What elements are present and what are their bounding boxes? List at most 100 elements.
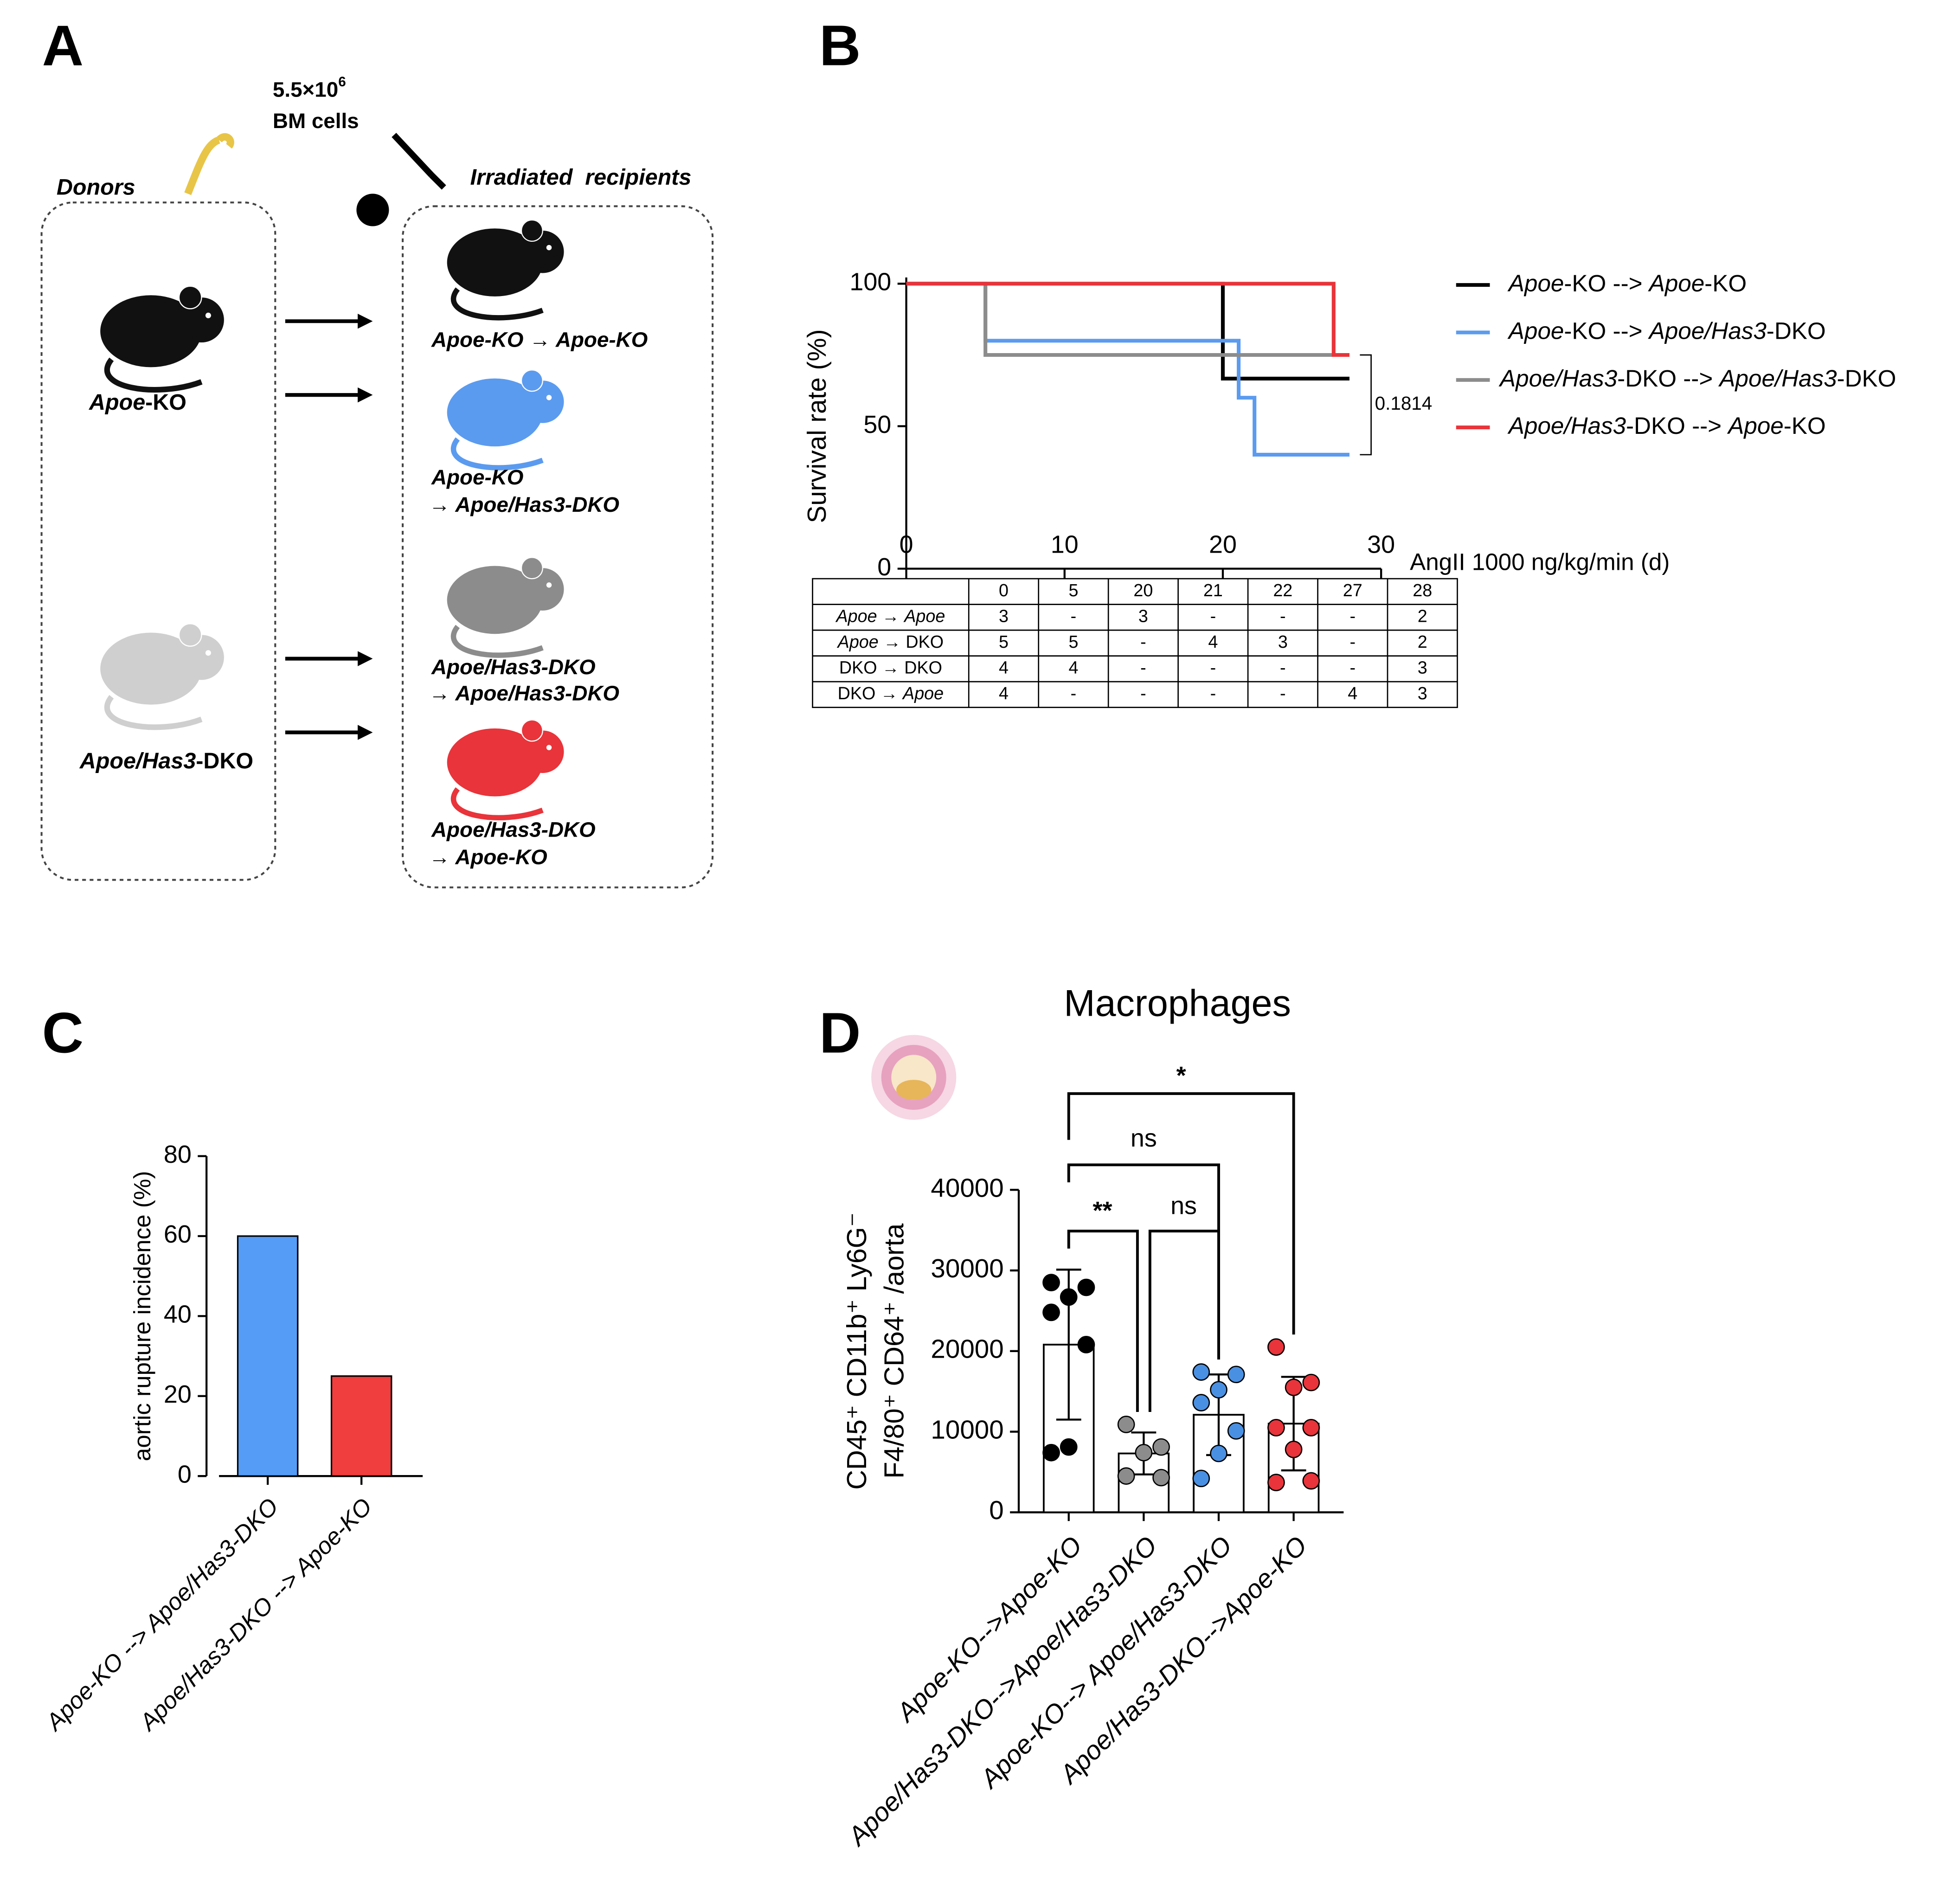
- table-header: 22: [1273, 580, 1292, 600]
- mouse-body: [100, 295, 202, 367]
- significance-bracket: [1067, 1230, 1139, 1412]
- data-point: [1267, 1419, 1285, 1437]
- text-part: -KO: [145, 390, 186, 415]
- data-point: [1060, 1288, 1078, 1306]
- donor-box: [40, 201, 276, 881]
- text-part: Apoe: [1507, 270, 1564, 296]
- text-part: Apoe: [835, 606, 877, 625]
- bar: [237, 1235, 299, 1477]
- mouse-icon: [100, 285, 224, 393]
- mouse-eye: [546, 582, 552, 588]
- panel-label: B: [819, 13, 861, 77]
- survival-line: [906, 282, 1350, 457]
- data-point: [1042, 1274, 1060, 1291]
- bone-icon: [184, 133, 234, 195]
- mouse-eye: [546, 745, 552, 750]
- table-row-label: Apoe → DKO: [837, 632, 944, 651]
- data-point: [1227, 1422, 1245, 1440]
- recipient-label: Apoe/Has3-DKO: [431, 818, 596, 841]
- mouse-body: [447, 728, 543, 797]
- table-header: 20: [1133, 580, 1153, 600]
- y-tick-label: 0: [877, 553, 891, 581]
- text-part: -DKO: [1767, 317, 1826, 344]
- recipient-label: → Apoe/Has3-DKO: [429, 493, 619, 516]
- text-part: Apoe: [837, 632, 879, 651]
- significance-label: ns: [1131, 1124, 1157, 1152]
- mouse-body: [100, 632, 202, 705]
- data-point: [1042, 1443, 1060, 1462]
- mouse-ear: [178, 285, 202, 309]
- significance-label: *: [1176, 1062, 1186, 1089]
- mouse-body: [447, 228, 543, 296]
- mouse-tail: [451, 287, 544, 321]
- dose-exponent: 6: [338, 74, 346, 90]
- text-part: Apoe: [89, 390, 145, 415]
- y-tick-label: 0: [178, 1460, 192, 1488]
- data-point: [1042, 1303, 1060, 1321]
- table-cell: 2: [1418, 606, 1427, 625]
- table-cell: -: [1140, 632, 1146, 651]
- recipients-title: Irradiated recipients: [470, 165, 692, 190]
- table-cell: 3: [999, 606, 1009, 625]
- dose: 5.5×106: [273, 74, 346, 102]
- vessel-icon: [896, 1080, 932, 1100]
- mouse-icon: [447, 219, 564, 321]
- mouse-tail: [451, 437, 544, 470]
- text-part: Apoe: [902, 683, 944, 703]
- y-tick-label: 40: [164, 1301, 192, 1328]
- data-point: [1302, 1373, 1320, 1392]
- mouse-eye: [546, 395, 552, 400]
- survival-line: [906, 282, 1350, 381]
- arrow-head: [358, 725, 373, 740]
- mouse-tail: [451, 787, 544, 820]
- chart-title: Macrophages: [1064, 983, 1291, 1025]
- text-part: -KO: [1784, 412, 1826, 439]
- text-part: Apoe/Has3: [1498, 365, 1617, 391]
- table-header: 0: [999, 580, 1009, 600]
- y-tick-label: 100: [849, 268, 891, 296]
- annotation: 0.1814: [1375, 393, 1433, 414]
- table-cell: -: [1280, 657, 1286, 677]
- table-cell: -: [1350, 606, 1356, 625]
- significance-label: ns: [1170, 1192, 1197, 1219]
- data-point: [1077, 1336, 1095, 1353]
- y-tick-label: 20: [164, 1380, 192, 1408]
- table-row-label: DKO → DKO: [839, 657, 942, 677]
- data-point: [1060, 1438, 1078, 1456]
- data-point: [1210, 1381, 1227, 1399]
- donors-title: Donors: [57, 175, 135, 200]
- text-part: Apoe/Has3: [1648, 317, 1767, 344]
- mouse-ear: [521, 557, 543, 580]
- data-point: [1135, 1443, 1153, 1462]
- data-point: [1267, 1338, 1285, 1356]
- table-cell: -: [1071, 606, 1077, 625]
- table-cell: 5: [1068, 632, 1078, 651]
- x-tick-label: 30: [1367, 530, 1395, 558]
- table-cell: 4: [1208, 632, 1218, 651]
- mouse-icon: [447, 557, 564, 658]
- text-part: DKO → DKO: [839, 657, 942, 677]
- mouse-ear: [178, 623, 202, 647]
- table-row-label: DKO → Apoe: [838, 683, 944, 703]
- text-part: -DKO -->: [1626, 412, 1728, 439]
- mouse-tail: [104, 357, 203, 393]
- text-part: Apoe/Has3: [79, 748, 196, 773]
- donor-label: Apoe-KO: [89, 390, 186, 415]
- mouse-tail: [104, 695, 203, 730]
- text-part: -DKO: [196, 748, 253, 773]
- y-tick-label: 10000: [931, 1415, 1003, 1444]
- legend-label: Apoe-KO --> Apoe/Has3-DKO: [1507, 317, 1826, 344]
- mouse-body: [447, 378, 543, 447]
- recipient-label: Apoe/Has3-DKO: [431, 655, 596, 679]
- text-part: DKO →: [838, 683, 903, 703]
- data-point: [1152, 1469, 1170, 1487]
- data-point: [1077, 1278, 1095, 1296]
- text-part: → DKO: [879, 632, 944, 651]
- survival-line: [906, 282, 1350, 357]
- table-cell: 3: [1418, 657, 1427, 677]
- data-point: [1210, 1444, 1227, 1463]
- table-header: 5: [1068, 580, 1078, 600]
- recipient-label: Apoe-KO → Apoe-KO: [431, 328, 648, 351]
- text-part: Apoe: [1507, 317, 1564, 344]
- recipient-label: → Apoe-KO: [429, 845, 547, 869]
